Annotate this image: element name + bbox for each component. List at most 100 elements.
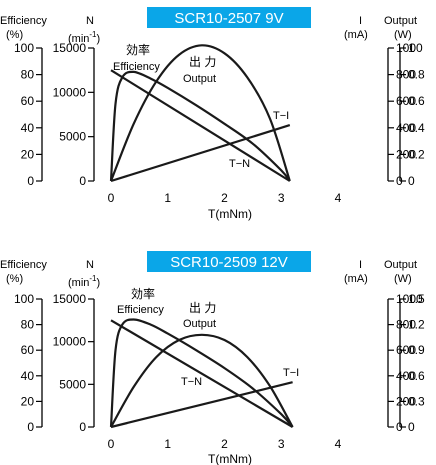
series-line-t-i xyxy=(110,381,293,429)
marks: 1008060402001500010000500001000800600400… xyxy=(14,292,425,451)
output-label-en: Output xyxy=(183,73,216,85)
efficiency-tick-label: 40 xyxy=(21,369,35,383)
output-tick-label: 1 xyxy=(408,41,415,55)
efficiency-tick-label: 20 xyxy=(21,394,35,408)
speed-tick-label: 10000 xyxy=(53,335,87,349)
x-tick-label: 2 xyxy=(221,437,228,451)
x-tick-label: 4 xyxy=(335,191,342,205)
speed-tick-label: 0 xyxy=(79,420,86,434)
x-tick-label: 1 xyxy=(164,191,171,205)
output-label-en: Output xyxy=(183,318,216,330)
efficiency-label-en: Efficiency xyxy=(113,61,160,73)
current-tick-label: 400 xyxy=(396,369,416,383)
output-tick-label: 1.2 xyxy=(408,318,425,332)
current-axis-unit: (mA) xyxy=(344,273,368,285)
output-label-jp: 出 力 xyxy=(189,301,216,315)
chart-svg: SCR10-2509 12V 1008060402001500010000500… xyxy=(0,251,425,465)
efficiency-tick-label: 100 xyxy=(14,292,34,306)
output-label-jp: 出 力 xyxy=(189,55,216,69)
speed-axis-label: N xyxy=(86,259,94,271)
t-n-label: T−N xyxy=(181,376,202,388)
x-tick-label: 4 xyxy=(335,437,342,451)
chart-title: SCR10-2507 9V xyxy=(174,10,283,27)
marks: 1008060402001500010000500001000800600400… xyxy=(14,41,425,205)
series-line-output xyxy=(109,44,291,182)
title-box xyxy=(147,251,311,272)
output-tick-label: 1.5 xyxy=(408,292,425,306)
output-tick-label: 0.6 xyxy=(408,369,425,383)
efficiency-axis-label: Efficiency xyxy=(0,15,47,27)
speed-tick-label: 15000 xyxy=(53,41,87,55)
speed-tick-label: 5000 xyxy=(59,130,86,144)
series-line-output xyxy=(110,333,294,428)
output-tick-label: 0.8 xyxy=(408,68,425,82)
efficiency-tick-label: 20 xyxy=(21,147,35,161)
efficiency-axis-unit: (%) xyxy=(6,273,23,285)
current-tick-label: 600 xyxy=(396,343,416,357)
speed-tick-label: 15000 xyxy=(53,292,87,306)
output-tick-label: 0 xyxy=(408,420,415,434)
chart-svg: SCR10-2507 9V 10080604020015000100005000… xyxy=(0,7,425,221)
x-axis-label: T(mNm) xyxy=(208,452,252,465)
output-tick-label: 0.3 xyxy=(408,394,425,408)
efficiency-label-en: Efficiency xyxy=(117,304,164,316)
x-tick-label: 2 xyxy=(221,191,228,205)
current-tick-label: 200 xyxy=(396,394,416,408)
current-axis-unit: (mA) xyxy=(344,29,368,41)
current-axis-label: I xyxy=(359,15,362,27)
current-axis-label: I xyxy=(359,259,362,271)
series-line-t-n xyxy=(110,319,294,428)
speed-tick-label: 0 xyxy=(79,174,86,188)
title-box xyxy=(147,7,311,28)
efficiency-label-jp: 効率 xyxy=(126,42,150,57)
x-tick-label: 1 xyxy=(164,437,171,451)
efficiency-tick-label: 80 xyxy=(21,318,35,332)
output-tick-label: 0.4 xyxy=(408,121,425,135)
t-n-label: T−N xyxy=(229,158,250,170)
series-line-t-n xyxy=(110,69,291,182)
chart-title: SCR10-2509 12V xyxy=(170,254,288,271)
efficiency-axis-unit: (%) xyxy=(6,29,23,41)
efficiency-tick-label: 0 xyxy=(27,174,34,188)
efficiency-tick-label: 0 xyxy=(27,420,34,434)
x-tick-label: 0 xyxy=(108,437,115,451)
efficiency-tick-label: 60 xyxy=(21,94,35,108)
output-tick-label: 0 xyxy=(408,174,415,188)
speed-axis-unit: (min-1) xyxy=(68,30,100,45)
efficiency-label-jp: 効率 xyxy=(131,286,155,301)
chart-scr10-2509: SCR10-2509 12V 100 80 60 40 20 0 15000 10000 500… xyxy=(0,240,436,465)
output-axis-unit: (W) xyxy=(394,29,412,41)
speed-axis-unit: (min-1) xyxy=(68,274,100,289)
speed-tick-label: 5000 xyxy=(59,377,86,391)
efficiency-axis-label: Efficiency xyxy=(0,259,47,271)
series-line-efficiency xyxy=(109,318,294,428)
output-tick-label: 0.6 xyxy=(408,94,425,108)
current-tick-label: 1000 xyxy=(396,41,423,55)
series-line-efficiency xyxy=(109,70,291,182)
x-tick-label: 3 xyxy=(278,191,285,205)
efficiency-tick-label: 80 xyxy=(21,68,35,82)
output-axis-label: Output xyxy=(384,15,417,27)
efficiency-tick-label: 60 xyxy=(21,343,35,357)
efficiency-tick-label: 100 xyxy=(14,41,34,55)
x-axis-label: T(mNm) xyxy=(208,207,252,221)
output-tick-label: 0.2 xyxy=(408,147,425,161)
t-i-label: T−I xyxy=(283,367,299,379)
output-axis-unit: (W) xyxy=(394,273,412,285)
series-line-t-i xyxy=(110,124,291,183)
current-tick-label: 800 xyxy=(396,68,416,82)
current-tick-label: 200 xyxy=(396,147,416,161)
speed-axis-label: N xyxy=(86,15,94,27)
output-axis-label: Output xyxy=(384,259,417,271)
current-tick-label: 800 xyxy=(396,318,416,332)
current-tick-label: 600 xyxy=(396,94,416,108)
x-tick-label: 0 xyxy=(108,191,115,205)
x-tick-label: 3 xyxy=(278,437,285,451)
t-i-label: T−I xyxy=(273,110,289,122)
current-tick-label: 1000 xyxy=(396,292,423,306)
current-tick-label: 400 xyxy=(396,121,416,135)
speed-tick-label: 10000 xyxy=(53,85,87,99)
output-tick-label: 0.9 xyxy=(408,343,425,357)
chart-scr10-2507: SCR10-2507 9V 100 80 60 40 20 0 15000 10000 5000… xyxy=(0,0,436,225)
efficiency-tick-label: 40 xyxy=(21,121,35,135)
